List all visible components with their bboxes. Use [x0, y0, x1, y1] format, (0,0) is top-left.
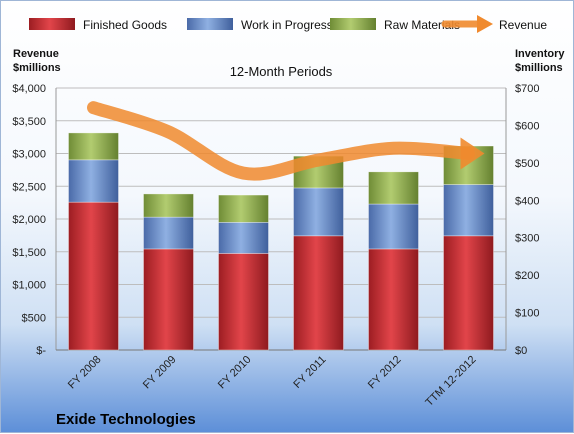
right-axis-title-line2: $millions — [515, 62, 563, 74]
left-tick-label: $1,500 — [12, 247, 46, 259]
right-tick-label: $400 — [515, 195, 539, 207]
bar-raw-materials — [143, 193, 194, 218]
bar-work-in-progress — [218, 222, 269, 254]
company-name: Exide Technologies — [56, 411, 196, 428]
right-axis-title-line1: Inventory — [515, 48, 565, 60]
legend-swatch-finished-goods — [29, 18, 75, 30]
legend-swatch-work-in-progress — [187, 18, 233, 30]
left-tick-label: $- — [36, 345, 46, 357]
x-tick-label: FY 2008 — [66, 354, 104, 392]
bar-work-in-progress — [443, 184, 494, 237]
right-tick-label: $0 — [515, 345, 527, 357]
bar-work-in-progress — [143, 216, 194, 250]
bar-work-in-progress — [368, 203, 419, 250]
legend-label-work-in-progress: Work in Progress — [241, 18, 333, 32]
left-tick-label: $2,000 — [12, 214, 46, 226]
left-tick-label: $3,500 — [12, 116, 46, 128]
revenue-line-path — [87, 101, 475, 181]
bar-work-in-progress — [68, 159, 119, 203]
left-tick-label: $3,000 — [12, 149, 46, 161]
legend-swatch-revenue — [441, 15, 493, 33]
left-tick-label: $1,000 — [12, 280, 46, 292]
bar-finished-goods — [443, 235, 494, 351]
x-tick-label: FY 2011 — [291, 354, 328, 391]
right-axis-ticks: $0 $100 $200 $300 $400 $500 $600 $700 — [515, 83, 539, 357]
x-tick-label: FY 2009 — [141, 354, 179, 392]
x-tick-label: FY 2010 — [216, 354, 254, 392]
bar-finished-goods — [218, 253, 269, 351]
left-axis-title-line2: $millions — [13, 62, 61, 74]
legend-label-finished-goods: Finished Goods — [83, 18, 167, 32]
bar-raw-materials — [368, 171, 419, 205]
revenue-line — [87, 101, 485, 181]
left-tick-label: $4,000 — [12, 83, 46, 95]
left-axis-ticks: $- $500 $1,000 $1,500 $2,000 $2,500 $3,000 $3,5… — [12, 83, 46, 357]
chart-subtitle: 12-Month Periods — [230, 64, 333, 79]
right-tick-label: $500 — [515, 158, 539, 170]
bars — [68, 132, 494, 351]
bar-finished-goods — [293, 235, 344, 351]
left-tick-label: $500 — [22, 312, 46, 324]
legend: Finished Goods Work in Progress Raw Mate… — [29, 15, 547, 33]
bar-work-in-progress — [293, 187, 344, 237]
right-tick-label: $300 — [515, 233, 539, 245]
right-tick-label: $700 — [515, 83, 539, 95]
x-axis-labels: FY 2008 FY 2009 FY 2010 FY 2011 FY 2012 TTM 1… — [66, 354, 479, 409]
bar-finished-goods — [143, 248, 194, 351]
right-tick-label: $200 — [515, 270, 539, 282]
left-axis-title-line1: Revenue — [13, 48, 59, 60]
legend-swatch-raw-materials — [330, 18, 376, 30]
x-tick-label: FY 2012 — [366, 354, 404, 392]
left-tick-label: $2,500 — [12, 181, 46, 193]
bar-finished-goods — [68, 201, 119, 351]
gridlines — [55, 87, 507, 351]
right-tick-label: $600 — [515, 120, 539, 132]
legend-label-raw-materials: Raw Materials — [384, 18, 460, 32]
revenue-arrow-head — [460, 137, 485, 170]
right-tick-label: $100 — [515, 308, 539, 320]
bar-raw-materials — [218, 194, 269, 223]
bar-raw-materials — [68, 132, 119, 161]
x-tick-label: TTM 12-2012 — [423, 354, 478, 409]
bar-finished-goods — [368, 248, 419, 351]
legend-label-revenue: Revenue — [499, 18, 547, 32]
